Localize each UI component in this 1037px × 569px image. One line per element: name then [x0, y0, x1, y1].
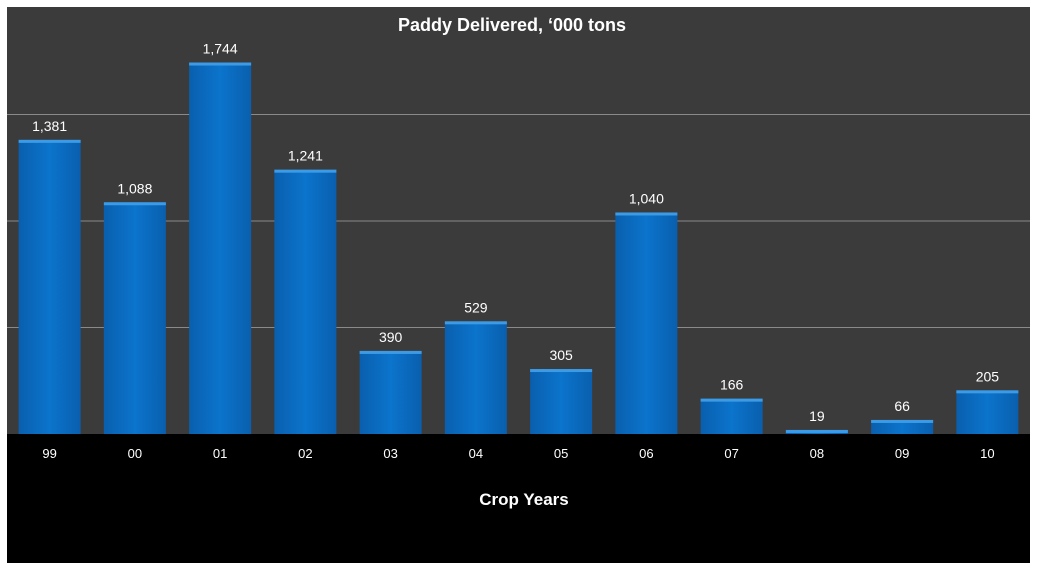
data-label-06: 1,040: [629, 190, 664, 206]
data-labels: 1,381 1,088 1,744 1,241 390 529 305 1,040 166 19 6…: [32, 41, 999, 424]
x-tick-09: 09: [895, 446, 909, 461]
bar-top-00: [103, 202, 166, 206]
chart-title: Paddy Delivered, ‘000 tons: [398, 15, 626, 35]
bar-06: [615, 212, 678, 434]
bar-top-08: [785, 429, 848, 433]
bar-07: [700, 398, 763, 434]
x-tick-01: 01: [213, 446, 227, 461]
bar-02: [274, 169, 337, 435]
gridlines: [7, 114, 1030, 328]
bars: [18, 62, 1019, 435]
data-label-05: 305: [549, 347, 573, 363]
data-label-04: 529: [464, 299, 488, 315]
bar-09: [871, 419, 934, 434]
x-tick-04: 04: [469, 446, 483, 461]
bar-05: [530, 369, 593, 434]
x-axis-title: Crop Years: [479, 490, 568, 509]
x-tick-02: 02: [298, 446, 312, 461]
bar-top-07: [700, 398, 763, 402]
bar-top-09: [871, 419, 934, 423]
data-label-99: 1,381: [32, 118, 67, 134]
data-label-01: 1,744: [203, 41, 238, 57]
x-tick-10: 10: [980, 446, 994, 461]
bar-99: [18, 139, 81, 435]
bar-top-03: [359, 350, 422, 354]
x-tick-07: 07: [724, 446, 738, 461]
x-tick-99: 99: [42, 446, 56, 461]
bar-top-99: [18, 139, 81, 143]
bar-top-02: [274, 169, 337, 173]
bar-top-05: [530, 369, 593, 373]
x-tick-03: 03: [383, 446, 397, 461]
bar-00: [103, 202, 166, 434]
data-label-08: 19: [809, 408, 825, 424]
data-label-09: 66: [894, 398, 910, 414]
x-tick-05: 05: [554, 446, 568, 461]
bar-top-01: [189, 62, 252, 66]
x-tick-06: 06: [639, 446, 653, 461]
x-tick-labels: 99 00 01 02 03 04 05 06 07 08 09 10: [42, 446, 994, 461]
data-label-00: 1,088: [117, 180, 152, 196]
bar-03: [359, 350, 422, 434]
data-label-03: 390: [379, 329, 403, 345]
bar-top-04: [444, 321, 507, 325]
bar-top-10: [956, 390, 1019, 394]
bar-01: [189, 62, 252, 434]
data-label-07: 166: [720, 377, 744, 393]
bar-10: [956, 390, 1019, 434]
x-tick-08: 08: [810, 446, 824, 461]
data-label-10: 205: [976, 368, 1000, 384]
x-tick-00: 00: [128, 446, 142, 461]
bar-top-06: [615, 212, 678, 216]
data-label-02: 1,241: [288, 148, 323, 164]
bar-04: [444, 321, 507, 434]
